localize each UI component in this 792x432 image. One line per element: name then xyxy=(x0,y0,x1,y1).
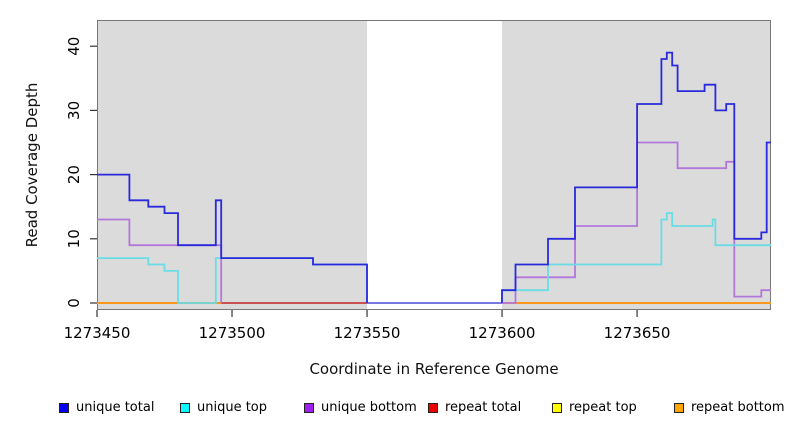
x-axis-title: Coordinate in Reference Genome xyxy=(309,360,559,378)
legend-label-unique_top: unique top xyxy=(197,400,268,415)
x-axis-tick-label: 1273550 xyxy=(334,324,401,342)
legend-label-repeat_bottom: repeat bottom xyxy=(691,400,785,415)
x-axis-tick-label: 1273500 xyxy=(199,324,266,342)
legend-item-repeat_total: repeat total xyxy=(428,400,521,415)
legend-label-repeat_top: repeat top xyxy=(569,400,637,415)
legend-item-repeat_top: repeat top xyxy=(552,400,637,415)
legend-swatch-repeat_bottom xyxy=(674,402,684,413)
legend-label-repeat_total: repeat total xyxy=(445,400,522,415)
y-axis-tick-label: 30 xyxy=(65,101,83,120)
legend-swatch-unique_top xyxy=(180,402,190,413)
y-axis-tick-label: 10 xyxy=(65,229,83,248)
series-line-unique_total xyxy=(97,51,771,303)
legend-label-unique_total: unique total xyxy=(76,400,155,415)
x-axis-tick-label: 1273450 xyxy=(64,324,131,342)
legend-swatch-unique_bottom xyxy=(304,402,314,413)
legend-item-repeat_bottom: repeat bottom xyxy=(674,400,785,415)
y-axis-tick-label: 40 xyxy=(65,37,83,56)
shaded-data-region xyxy=(97,20,368,310)
y-axis-title: Read Coverage Depth xyxy=(23,82,41,248)
legend-swatch-unique_total xyxy=(59,402,69,413)
legend-item-unique_total: unique total xyxy=(59,400,154,415)
y-axis-tick-label: 20 xyxy=(65,165,83,184)
legend-item-unique_bottom: unique bottom xyxy=(304,400,417,415)
legend-swatch-repeat_top xyxy=(552,402,562,413)
x-axis-tick-label: 1273600 xyxy=(469,324,536,342)
legend-label-unique_bottom: unique bottom xyxy=(321,400,417,415)
x-axis-tick-label: 1273650 xyxy=(604,324,671,342)
legend-swatch-repeat_total xyxy=(428,402,438,413)
legend-item-unique_top: unique top xyxy=(180,400,267,415)
plot-box xyxy=(97,20,771,310)
series-line-unique_bottom xyxy=(97,141,771,304)
y-axis-tick-label: 0 xyxy=(65,298,83,308)
